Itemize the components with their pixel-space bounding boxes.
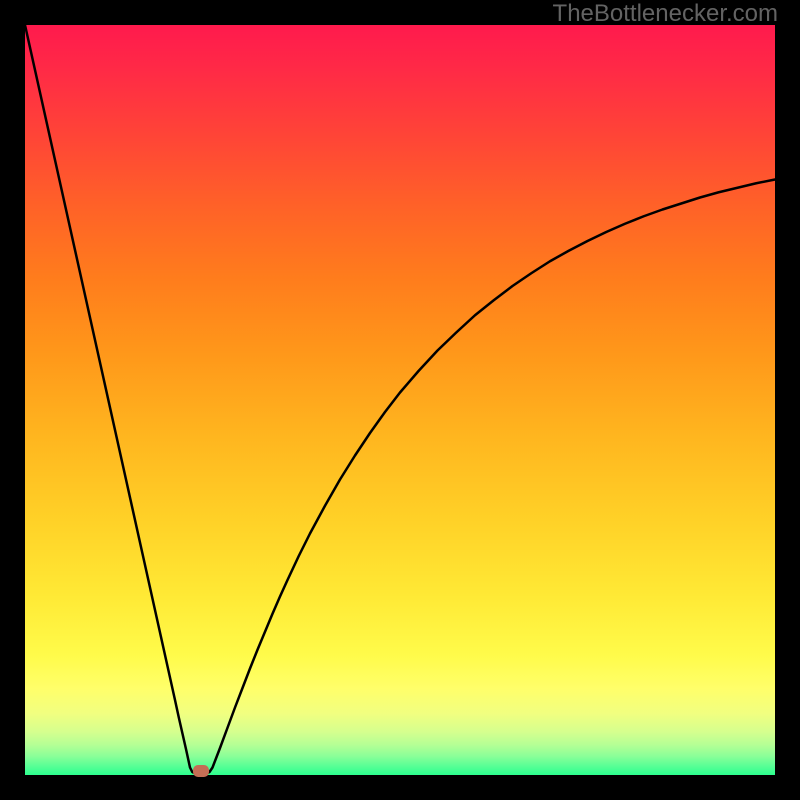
plot-area <box>25 25 775 775</box>
optimal-point-marker <box>193 765 209 777</box>
watermark-text: TheBottlenecker.com <box>553 0 778 28</box>
chart-stage: { "canvas": { "width": 800, "height": 80… <box>0 0 800 800</box>
bottleneck-curve <box>25 25 775 774</box>
curve-layer <box>25 25 775 775</box>
